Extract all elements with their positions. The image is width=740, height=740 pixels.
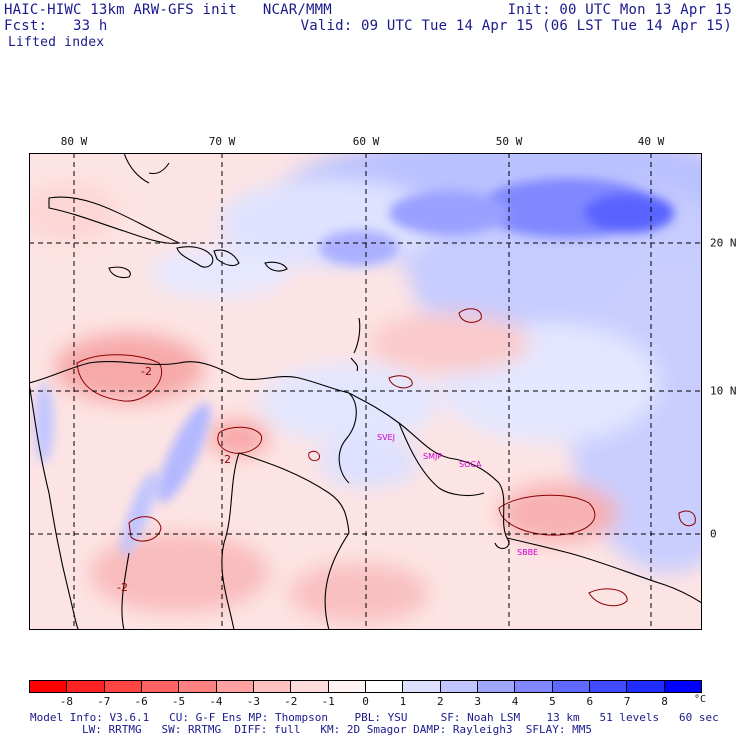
lat-label-0: 0 <box>710 527 717 541</box>
model-info-line2: LW: RRTMG SW: RRTMG DIFF: full KM: 2D Sm… <box>82 723 592 736</box>
colorbar-segment <box>291 681 329 692</box>
colorbar-tick-label: 8 <box>661 695 668 708</box>
colorbar-tick-label: 4 <box>511 695 519 708</box>
lifted-index-map: SVEJ SMJP SOCA SBBE -2 -2 -2 <box>29 153 702 630</box>
colorbar-tick-label: -2 <box>284 695 298 708</box>
colorbar-segment <box>216 681 254 692</box>
colorbar <box>29 680 702 693</box>
contour-label: -2 <box>141 365 152 378</box>
colorbar-segment <box>328 681 366 692</box>
contour-lines <box>76 308 696 607</box>
map-frame <box>29 153 702 630</box>
station-label-soca: SOCA <box>459 460 482 469</box>
colorbar-tick-label: 7 <box>623 695 631 708</box>
colorbar-tick-label: -1 <box>321 695 335 708</box>
colorbar-segment <box>515 681 553 692</box>
init-time: Init: 00 UTC Mon 13 Apr 15 <box>507 2 732 18</box>
station-label-smjp: SMJP <box>423 452 442 461</box>
colorbar-tick-label: 2 <box>436 695 444 708</box>
colorbar-tick-label: 3 <box>474 695 481 708</box>
colorbar-segment <box>477 681 516 692</box>
lat-label-10n: 10 N <box>710 384 737 398</box>
colorbar-tick-label: -5 <box>171 695 186 708</box>
contour-label: -2 <box>117 581 128 594</box>
lon-label-70w: 70 W <box>208 135 236 148</box>
colorbar-segment <box>365 681 404 692</box>
colorbar-tick-label: -4 <box>209 695 223 708</box>
colorbar-ticks: -8 -7 -6 -5 -4 -3 -2 -1 0 1 2 3 4 5 6 7 8 <box>29 695 702 708</box>
lon-label-50w: 50 W <box>495 135 523 148</box>
contour-label: -2 <box>220 453 231 466</box>
grid-lines <box>29 153 702 630</box>
colorbar-segment <box>30 681 68 692</box>
colorbar-unit: °C <box>694 694 707 705</box>
colorbar-tick-label: -8 <box>59 695 73 708</box>
colorbar-segment <box>440 681 478 692</box>
station-label-sbbe: SBBE <box>517 548 538 557</box>
colorbar-segment <box>552 681 590 692</box>
lifted-index-field: SVEJ SMJP SOCA SBBE -2 -2 -2 <box>29 153 702 630</box>
lon-label-80w: 80 W <box>60 135 88 148</box>
map-title: HAIC-HIWC 13km ARW-GFS init NCAR/MMM <box>4 2 332 18</box>
colorbar-segment <box>253 681 292 692</box>
colorbar-segment <box>664 681 701 692</box>
colorbar-tick-label: 6 <box>586 695 594 708</box>
colorbar-segment <box>627 681 665 692</box>
valid-time: Valid: 09 UTC Tue 14 Apr 15 (06 LST Tue … <box>300 18 732 34</box>
colorbar-tick-label: 1 <box>399 695 407 708</box>
colorbar-tick-label: -6 <box>134 695 148 708</box>
model-info-line1: Model Info: V3.6.1 CU: G-F Ens MP: Thomp… <box>30 711 719 724</box>
forecast-hour: Fcst: 33 h <box>4 18 108 34</box>
colorbar-segment <box>141 681 180 692</box>
lon-label-60w: 60 W <box>352 135 380 148</box>
lon-label-40w: 40 W <box>637 135 665 148</box>
colorbar-tick-label: -7 <box>97 695 111 708</box>
lat-label-20n: 20 N <box>710 236 737 250</box>
station-label-svej: SVEJ <box>377 433 395 442</box>
colorbar-segment <box>104 681 142 692</box>
colorbar-tick-label: -3 <box>246 695 260 708</box>
colorbar-segment <box>67 681 105 692</box>
colorbar-segment <box>403 681 441 692</box>
colorbar-tick-label: 5 <box>549 695 556 708</box>
colorbar-segment <box>179 681 217 692</box>
colorbar-segment <box>589 681 628 692</box>
field-name: Lifted index <box>8 35 105 50</box>
colorbar-tick-label: 0 <box>362 695 369 708</box>
